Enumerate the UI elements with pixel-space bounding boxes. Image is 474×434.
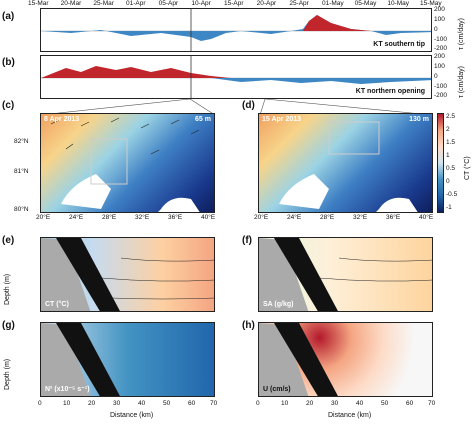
panel-a-title: KT southern tip <box>373 41 425 48</box>
section-g-plot <box>41 323 120 396</box>
series-a-pos <box>303 15 371 31</box>
section-e-plot <box>41 238 214 311</box>
ts-a-ylabel: τ (cm/day) <box>458 18 465 50</box>
timeseries-b-plot <box>41 56 431 98</box>
panel-e-label: (e) <box>2 235 15 246</box>
section-f: SA (g/kg) <box>258 237 433 312</box>
time-tick: 01-Apr <box>126 0 146 7</box>
section-g: N² (x10⁻⁵ s⁻¹) <box>40 322 215 397</box>
panel-d-date: 15 Apr 2013 <box>262 116 302 123</box>
map-cbar-label: CT (°C) <box>464 156 471 180</box>
distance-label-g: Distance (km) <box>110 412 154 419</box>
time-tick: 25-Apr <box>289 0 309 7</box>
time-tick: 01-May <box>322 0 344 7</box>
panel-b-label: (b) <box>2 57 15 68</box>
time-tick: 15-Apr <box>224 0 244 7</box>
map-c-lon: 20°E 24°E 28°E 32°E 36°E 40°E <box>36 214 216 221</box>
map-colorbar <box>437 113 444 213</box>
time-tick: 10-May <box>387 0 410 7</box>
depth-label-top: Depth (m) <box>4 273 11 305</box>
panel-a-label: (a) <box>2 11 15 22</box>
panel-d-label: (d) <box>242 100 255 111</box>
panel-f-label: (f) <box>242 235 252 246</box>
panel-d-depth: 130 m <box>409 116 429 123</box>
dist-ticks-g: 0 10 20 30 40 50 60 70 <box>38 400 218 407</box>
section-h-plot <box>259 323 338 396</box>
panel-g-label: (g) <box>2 320 15 331</box>
time-tick: 05-May <box>354 0 377 7</box>
panel-f-var: SA (g/kg) <box>263 301 294 308</box>
time-tick: 15-Mar <box>28 0 49 7</box>
timeseries-b: KT northern opening <box>40 55 432 99</box>
ts-b-ylabel: τ (cm/day) <box>458 66 465 98</box>
time-tick: 20-Apr <box>256 0 277 7</box>
series-b-pos <box>41 66 431 78</box>
section-e: CT (°C) <box>40 237 215 312</box>
series-a-area <box>41 15 431 41</box>
time-tick: 25-Mar <box>93 0 114 7</box>
panel-b-title: KT northern opening <box>355 88 425 95</box>
section-h: U (cm/s) <box>258 322 433 397</box>
timeseries-a: KT southern tip <box>40 8 432 52</box>
panel-c-date: 8 Apr 2013 <box>44 116 80 123</box>
distance-label-h: Distance (km) <box>328 412 372 419</box>
panel-g-var: N² (x10⁻⁵ s⁻¹) <box>45 386 90 393</box>
panel-h-var: U (cm/s) <box>263 386 291 393</box>
series-b-neg <box>211 78 431 84</box>
time-axis: 15-Mar 20-Mar 25-Mar 01-Apr 05-Apr 10-Apr 15-A… <box>28 0 442 8</box>
dist-ticks-h: 0 10 20 30 40 50 60 70 <box>256 400 436 407</box>
time-tick: 10-Apr <box>191 0 211 7</box>
panel-c-depth: 65 m <box>195 116 211 123</box>
zoom-connectors <box>39 99 433 115</box>
map-d-lon: 20°E 24°E 28°E 32°E 36°E 40°E <box>254 214 434 221</box>
panel-h-label: (h) <box>242 320 255 331</box>
map-c: 8 Apr 2013 65 m <box>40 113 215 213</box>
map-d-overlay <box>279 121 418 212</box>
section-f-plot <box>259 238 432 311</box>
map-d: 15 Apr 2013 130 m <box>258 113 433 213</box>
map-c-overlay <box>50 117 200 212</box>
panel-c-label: (c) <box>2 100 15 111</box>
map-cbar-ticks: 2.5 2 1.5 1 0.5 0 -0.5 -1 <box>446 113 458 211</box>
panel-e-var: CT (°C) <box>45 301 69 308</box>
ts-a-yticks: 200 100 0 -100 -200 <box>434 6 448 52</box>
time-tick: 05-Apr <box>158 0 179 7</box>
map-c-lat: 82°N 81°N 80°N <box>14 138 29 213</box>
time-tick: 15-May <box>420 0 442 7</box>
ts-b-yticks: 200 100 0 -100 -200 <box>434 53 448 99</box>
timeseries-a-plot <box>41 9 431 51</box>
time-tick: 20-Mar <box>60 0 82 7</box>
depth-label-bottom: Depth (m) <box>4 358 11 390</box>
